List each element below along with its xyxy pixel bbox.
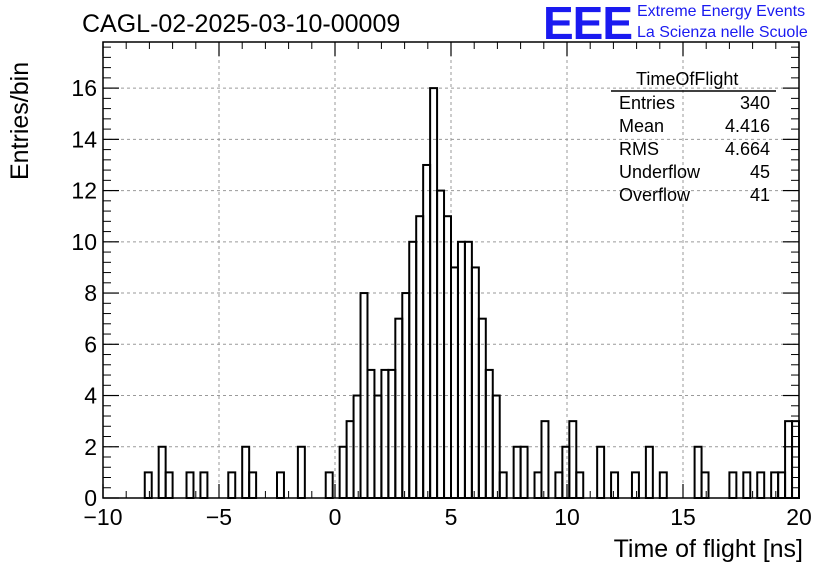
histogram-bin	[561, 445, 571, 499]
histogram-bin	[470, 266, 480, 499]
stat-overflow-label: Overflow	[619, 185, 691, 205]
histogram-bin	[164, 471, 174, 499]
histogram-bin	[380, 368, 390, 500]
histogram-bin	[366, 368, 376, 500]
y-tick-label: 10	[71, 229, 97, 255]
histogram-bin	[199, 471, 209, 499]
histogram-bin	[484, 368, 494, 500]
y-tick-label: 16	[71, 75, 97, 101]
y-tick-label: 14	[71, 126, 97, 152]
stat-rms-label: RMS	[619, 139, 659, 159]
x-tick-label: −10	[83, 504, 122, 530]
stat-overflow-value: 41	[749, 185, 770, 205]
histogram-bin	[415, 215, 425, 499]
histogram-bin	[276, 471, 285, 499]
eee-logo: EEE	[543, 0, 633, 49]
histogram-bin	[143, 471, 153, 499]
histogram-bin	[345, 420, 355, 499]
y-tick-label: 0	[84, 485, 97, 511]
histogram-bin	[408, 240, 418, 499]
y-tick-label: 4	[84, 383, 97, 409]
histogram-bin	[498, 471, 508, 499]
histogram-bin	[596, 445, 606, 499]
y-axis-label: Entries/bin	[6, 61, 34, 180]
x-tick-label: −5	[206, 504, 232, 530]
stat-mean-value: 4.416	[724, 116, 770, 136]
histogram-bin	[554, 471, 564, 499]
histogram-bin	[512, 445, 522, 499]
histogram-bin	[791, 420, 800, 499]
histogram-bin	[394, 317, 404, 499]
histogram-bin	[157, 445, 167, 499]
x-axis-label: Time of flight [ns]	[613, 535, 803, 563]
histogram-bin	[456, 240, 466, 499]
y-tick-label: 6	[84, 331, 97, 357]
stats-box-title: TimeOfFlight	[636, 69, 739, 89]
run-title: CAGL-02-2025-03-10-00009	[82, 10, 401, 38]
x-tick-label: 20	[786, 504, 812, 530]
histogram-bin	[338, 445, 348, 499]
y-tick-label: 12	[71, 178, 97, 204]
histogram-bin	[443, 215, 453, 499]
stat-underflow-label: Underflow	[619, 162, 701, 182]
histogram-bin	[784, 420, 794, 499]
histogram-bin	[324, 471, 334, 499]
histogram-bin	[575, 471, 585, 499]
histogram-bin	[742, 471, 752, 499]
stat-underflow-value: 45	[749, 162, 770, 182]
histogram-bin	[387, 368, 397, 500]
stat-entries-value: 340	[739, 93, 770, 113]
x-tick-label: 10	[554, 504, 580, 530]
histogram-bin	[756, 471, 766, 499]
histogram-bin	[477, 317, 487, 499]
histogram-bin	[450, 266, 459, 499]
histogram-bin	[770, 471, 780, 499]
histogram-bin	[728, 471, 738, 499]
x-tick-label: 15	[670, 504, 696, 530]
histogram-bin	[519, 445, 529, 499]
histogram-bin	[700, 471, 710, 499]
histogram-bin	[658, 471, 668, 499]
stat-entries-label: Entries	[619, 93, 676, 113]
histogram-bin	[241, 445, 251, 499]
histogram-bin	[777, 471, 787, 499]
histogram-bin	[422, 163, 432, 500]
histogram-bin	[185, 471, 195, 499]
histogram-bin	[610, 471, 620, 499]
stat-mean-label: Mean	[619, 116, 665, 136]
x-tick-label: 5	[445, 504, 458, 530]
histogram-bin	[248, 471, 258, 499]
histogram-bin	[568, 420, 578, 499]
histogram-bin	[227, 471, 237, 499]
histogram-bin	[540, 420, 550, 499]
stat-rms-value: 4.664	[724, 139, 770, 159]
histogram-bin	[533, 471, 543, 499]
histogram-bin	[296, 445, 306, 499]
logo-subtitle-2: La Scienza nelle Scuole	[637, 24, 808, 41]
logo-subtitle-1: Extreme Energy Events	[637, 3, 806, 20]
histogram-bin	[630, 471, 640, 499]
histogram-bin	[644, 445, 654, 499]
histogram-bin	[693, 445, 703, 499]
x-tick-label: 0	[329, 504, 342, 530]
y-tick-label: 2	[84, 434, 97, 460]
y-tick-label: 8	[84, 280, 97, 306]
histogram-bin	[463, 240, 473, 499]
